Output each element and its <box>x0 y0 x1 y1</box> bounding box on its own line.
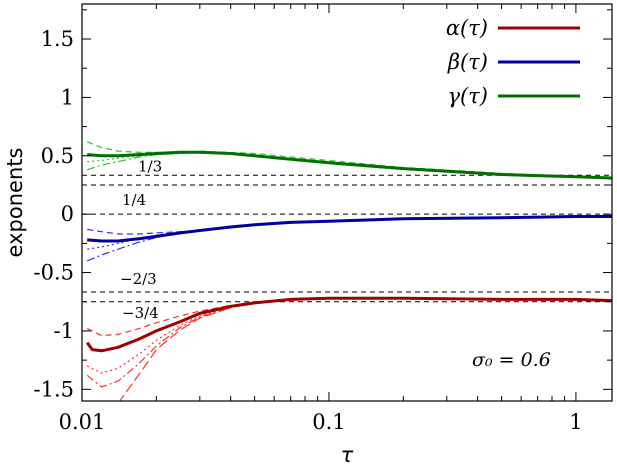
x-tick-label: 0.1 <box>312 410 345 434</box>
y-tick-label: 0 <box>61 202 74 226</box>
y-tick-label: -0.5 <box>34 261 75 285</box>
reference-label: 1/3 <box>138 157 162 175</box>
series-line <box>85 296 612 353</box>
legend: α(τ) β(τ) γ(τ) <box>446 16 580 108</box>
variant-curve <box>86 307 231 388</box>
series-line <box>87 215 612 243</box>
x-axis-label: τ <box>341 443 354 467</box>
legend-label: α(τ) <box>446 16 488 40</box>
variant-curve <box>86 304 231 337</box>
sigma-annotation: σ₀ = 0.6 <box>472 349 551 371</box>
x-tick-label: 1 <box>569 410 582 434</box>
series-line <box>87 150 612 180</box>
variant-curve <box>119 307 231 401</box>
series-lines <box>85 150 612 353</box>
axis-ticks: 1.5 1 0.5 0 -0.5 -1 -1.5 0.01 0.1 1 <box>34 4 612 434</box>
legend-label: γ(τ) <box>447 84 488 108</box>
y-tick-label: -1.5 <box>34 377 75 401</box>
y-tick-label: -1 <box>54 319 74 343</box>
legend-label: β(τ) <box>447 50 488 74</box>
variant-curve <box>87 151 200 171</box>
plot-frame <box>81 3 613 402</box>
variant-curve <box>86 307 231 374</box>
x-tick-label: 0.01 <box>59 410 106 434</box>
reference-label: −3/4 <box>122 304 159 322</box>
y-tick-label: 1.5 <box>41 27 74 51</box>
y-axis-label: exponents <box>3 148 27 258</box>
reference-label: 1/4 <box>122 191 146 209</box>
reference-label: −2/3 <box>120 270 157 288</box>
y-tick-label: 0.5 <box>41 144 74 168</box>
y-tick-label: 1 <box>61 85 74 109</box>
